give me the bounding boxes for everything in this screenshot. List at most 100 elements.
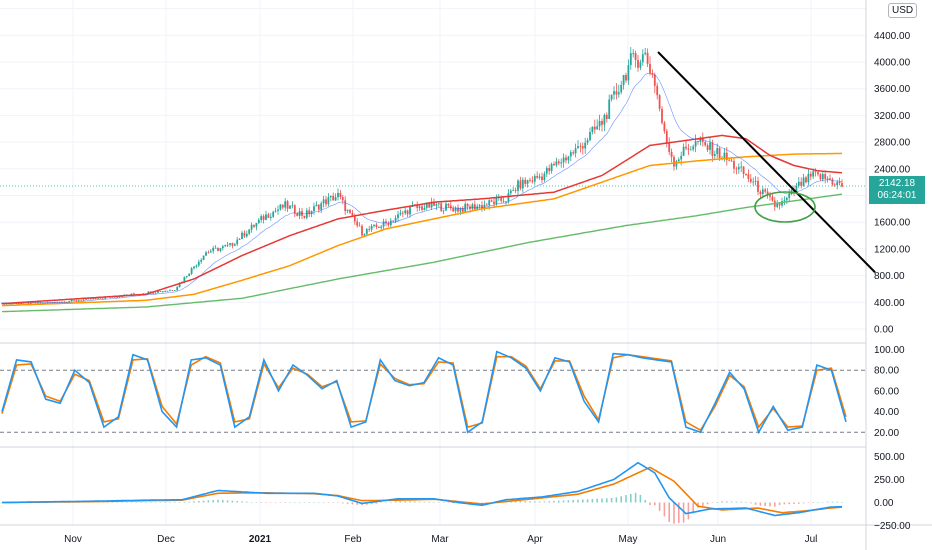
- candle-body[interactable]: [778, 203, 781, 206]
- candle-body[interactable]: [622, 74, 625, 85]
- candle-body[interactable]: [797, 181, 800, 186]
- candle-body[interactable]: [596, 126, 599, 130]
- candle-body[interactable]: [70, 299, 73, 302]
- candle-body[interactable]: [178, 282, 181, 288]
- candle-body[interactable]: [63, 301, 66, 303]
- candle-body[interactable]: [687, 148, 690, 150]
- candle-body[interactable]: [826, 178, 829, 180]
- candle-body[interactable]: [581, 146, 584, 149]
- candle-body[interactable]: [157, 291, 159, 293]
- candle-body[interactable]: [680, 155, 683, 160]
- candle-body[interactable]: [351, 212, 354, 216]
- candle-body[interactable]: [488, 200, 491, 206]
- candle-body[interactable]: [819, 174, 822, 180]
- candle-body[interactable]: [193, 266, 195, 269]
- candle-body[interactable]: [121, 296, 123, 298]
- candle-body[interactable]: [454, 207, 457, 212]
- candle-body[interactable]: [219, 248, 222, 251]
- candle-body[interactable]: [502, 200, 505, 202]
- candle-body[interactable]: [440, 203, 443, 211]
- candle-body[interactable]: [214, 247, 217, 249]
- candle-body[interactable]: [829, 178, 831, 180]
- candle-body[interactable]: [423, 207, 426, 210]
- candle-body[interactable]: [356, 221, 359, 226]
- candle-body[interactable]: [483, 204, 486, 209]
- candle-body[interactable]: [17, 303, 20, 305]
- candle-body[interactable]: [579, 146, 582, 148]
- candle-body[interactable]: [269, 216, 272, 218]
- candle-body[interactable]: [781, 201, 783, 206]
- candle-body[interactable]: [740, 166, 743, 168]
- candle-body[interactable]: [507, 193, 510, 202]
- candle-body[interactable]: [161, 291, 164, 293]
- candle-body[interactable]: [401, 212, 404, 214]
- candle-body[interactable]: [754, 180, 757, 182]
- candle-body[interactable]: [97, 297, 99, 299]
- candle-body[interactable]: [406, 210, 409, 215]
- candle-body[interactable]: [500, 196, 503, 201]
- candle-body[interactable]: [529, 180, 531, 181]
- candle-body[interactable]: [723, 152, 726, 158]
- candle-body[interactable]: [471, 204, 474, 209]
- candle-body[interactable]: [605, 114, 608, 120]
- candle-body[interactable]: [113, 296, 116, 298]
- candle-body[interactable]: [737, 166, 740, 170]
- candle-body[interactable]: [752, 181, 755, 183]
- drawing-annotations[interactable]: [657, 51, 876, 273]
- candle-body[interactable]: [262, 216, 265, 220]
- candle-body[interactable]: [75, 300, 78, 301]
- candle-body[interactable]: [670, 151, 673, 157]
- candle-body[interactable]: [363, 234, 366, 236]
- candle-body[interactable]: [603, 114, 606, 125]
- candle-body[interactable]: [675, 161, 678, 167]
- candle-body[interactable]: [817, 172, 819, 175]
- candle-body[interactable]: [677, 159, 680, 162]
- candle-body[interactable]: [245, 233, 248, 237]
- candle-body[interactable]: [495, 198, 498, 205]
- candle-body[interactable]: [375, 224, 378, 227]
- candle-body[interactable]: [349, 209, 351, 213]
- candle-body[interactable]: [368, 229, 371, 230]
- candle-body[interactable]: [653, 74, 656, 86]
- candle-body[interactable]: [394, 218, 397, 222]
- candle-body[interactable]: [531, 180, 534, 182]
- candle-body[interactable]: [202, 255, 205, 260]
- candle-body[interactable]: [485, 204, 488, 206]
- candle-body[interactable]: [517, 180, 519, 191]
- candle-body[interactable]: [649, 63, 651, 74]
- candle-body[interactable]: [759, 191, 762, 195]
- candle-body[interactable]: [668, 142, 671, 152]
- candle-body[interactable]: [185, 276, 188, 277]
- candle-body[interactable]: [725, 152, 728, 160]
- candle-body[interactable]: [569, 152, 572, 157]
- currency-badge[interactable]: USD: [888, 3, 918, 18]
- candle-body[interactable]: [197, 261, 200, 266]
- candle-body[interactable]: [469, 206, 471, 209]
- candle-body[interactable]: [293, 205, 296, 214]
- candle-body[interactable]: [836, 182, 839, 186]
- candle-body[interactable]: [701, 138, 704, 142]
- candle-body[interactable]: [814, 171, 817, 173]
- candle-body[interactable]: [231, 243, 234, 246]
- candle-body[interactable]: [341, 197, 344, 201]
- candle-body[interactable]: [353, 215, 356, 222]
- candle-body[interactable]: [425, 202, 428, 208]
- candle-body[interactable]: [617, 92, 620, 95]
- candle-body[interactable]: [728, 159, 731, 161]
- candle-body[interactable]: [637, 59, 639, 68]
- candle-body[interactable]: [433, 201, 435, 206]
- candle-body[interactable]: [656, 85, 659, 96]
- candle-body[interactable]: [541, 176, 543, 181]
- candle-body[interactable]: [173, 290, 176, 292]
- candle-body[interactable]: [577, 146, 579, 149]
- candle-body[interactable]: [613, 91, 615, 95]
- candle-body[interactable]: [533, 175, 536, 182]
- candle-body[interactable]: [632, 53, 635, 54]
- candle-body[interactable]: [257, 219, 260, 224]
- candle-body[interactable]: [730, 160, 733, 162]
- candle-body[interactable]: [481, 205, 483, 209]
- candle-body[interactable]: [543, 173, 546, 181]
- candle-body[interactable]: [291, 205, 294, 207]
- candle-body[interactable]: [838, 182, 841, 183]
- candle-body[interactable]: [769, 195, 771, 197]
